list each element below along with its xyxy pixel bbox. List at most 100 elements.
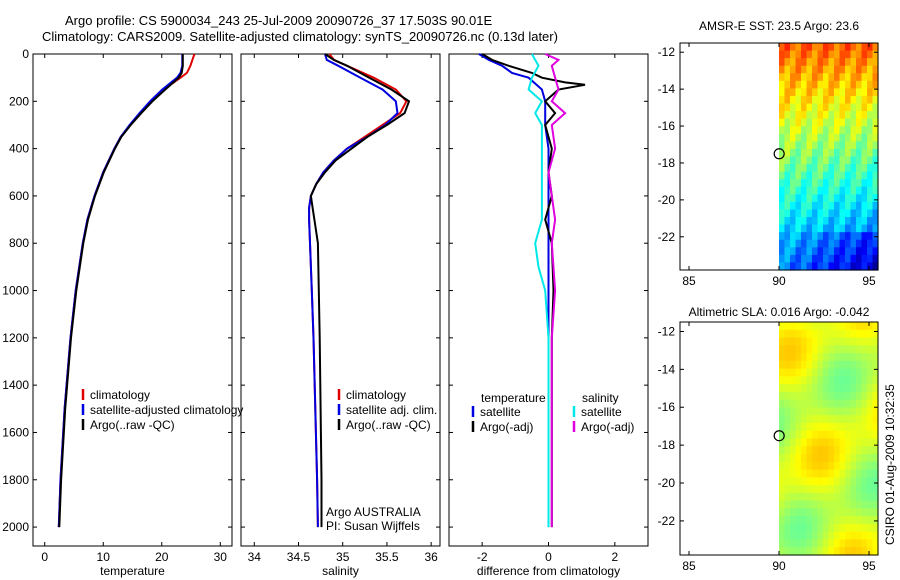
map-grid-cell xyxy=(834,65,841,74)
map-grid-cell xyxy=(812,407,819,416)
map-grid-cell xyxy=(790,111,797,120)
map-grid-cell xyxy=(790,179,797,188)
map-grid-cell xyxy=(823,186,830,195)
map-grid-cell xyxy=(812,209,819,218)
map-grid-cell xyxy=(845,422,852,432)
map-grid-cell xyxy=(784,438,791,447)
map-grid-cell xyxy=(839,430,846,440)
map-grid-cell xyxy=(834,179,841,188)
map-grid-cell xyxy=(856,422,863,432)
map-grid-cell xyxy=(812,126,819,135)
map-grid-cell xyxy=(845,156,852,165)
map-grid-cell xyxy=(823,224,830,233)
map-grid-cell xyxy=(779,399,786,409)
map-grid-cell xyxy=(795,508,802,517)
map-grid-cell xyxy=(812,111,819,120)
map-grid-cell xyxy=(872,539,879,548)
map-grid-cell xyxy=(828,337,835,346)
map-grid-cell xyxy=(817,126,824,135)
map-grid-cell xyxy=(812,88,819,97)
map-grid-cell xyxy=(872,111,879,120)
map-grid-cell xyxy=(834,232,841,241)
map-grid-cell xyxy=(817,262,824,271)
map-grid-cell xyxy=(828,454,835,463)
map-grid-cell xyxy=(861,407,868,416)
map-grid-cell xyxy=(823,454,830,463)
map-grid-cell xyxy=(806,384,813,393)
map-grid-cell xyxy=(790,247,797,256)
x-tick-label: 34.5 xyxy=(287,550,311,564)
map-grid-cell xyxy=(817,523,824,533)
map-grid-cell xyxy=(872,469,879,478)
map-grid-cell xyxy=(817,384,824,393)
map-grid-cell xyxy=(812,65,819,74)
map-grid-cell xyxy=(839,194,846,203)
map-grid-cell xyxy=(834,353,841,362)
map-grid-cell xyxy=(812,164,819,173)
map-grid-cell xyxy=(850,209,857,218)
map-grid-cell xyxy=(861,118,868,127)
map-grid-cell xyxy=(834,141,841,150)
map-grid-cell xyxy=(872,262,879,271)
map-grid-cell xyxy=(812,415,819,424)
map-grid-cell xyxy=(779,80,786,89)
map-grid-cell xyxy=(834,126,841,135)
map-grid-cell xyxy=(834,523,841,533)
map-grid-cell xyxy=(817,194,824,203)
map-grid-cell xyxy=(812,133,819,142)
map-grid-cell xyxy=(839,337,846,346)
map-grid-cell xyxy=(795,103,802,112)
map-grid-cell xyxy=(806,500,813,509)
map-grid-cell xyxy=(795,194,802,203)
map-grid-cell xyxy=(790,508,797,517)
map-grid-cell xyxy=(812,201,819,211)
map-grid-cell xyxy=(861,430,868,440)
map-grid-cell xyxy=(834,209,841,218)
map-grid-cell xyxy=(779,201,786,211)
map-grid-cell xyxy=(806,148,813,158)
map-grid-cell xyxy=(817,500,824,509)
map-grid-cell xyxy=(806,430,813,440)
map-grid-cell xyxy=(823,485,830,494)
map-grid-cell xyxy=(812,438,819,447)
map-grid-cell xyxy=(784,126,791,135)
map-grid-cell xyxy=(839,399,846,409)
map-grid-cell xyxy=(845,201,852,211)
map-grid-cell xyxy=(834,438,841,447)
series-line xyxy=(308,53,408,528)
map-grid-cell xyxy=(812,531,819,541)
map-grid-cell xyxy=(790,438,797,447)
map-grid-cell xyxy=(839,461,846,471)
map-grid-cell xyxy=(823,156,830,165)
map-grid-cell xyxy=(845,224,852,233)
map-grid-cell xyxy=(784,88,791,97)
map-grid-cell xyxy=(823,477,830,486)
map-grid-cell xyxy=(790,523,797,533)
map-grid-cell xyxy=(812,95,819,105)
map-grid-cell xyxy=(828,376,835,385)
map-grid-cell xyxy=(795,126,802,135)
map-grid-cell xyxy=(806,353,813,362)
map-grid-cell xyxy=(806,368,813,377)
map-grid-cell xyxy=(779,239,786,248)
map-grid-cell xyxy=(872,461,879,471)
map-grid-cell xyxy=(845,88,852,97)
map-grid-cell xyxy=(817,58,824,67)
map-grid-cell xyxy=(784,217,791,226)
map-grid-cell xyxy=(856,500,863,509)
map-grid-cell xyxy=(867,485,874,494)
map-grid-cell xyxy=(828,422,835,432)
map-grid-cell xyxy=(801,461,808,471)
map-grid-cell xyxy=(872,523,879,533)
map-grid-cell xyxy=(867,353,874,362)
map-grid-cell xyxy=(779,224,786,233)
map-grid-cell xyxy=(801,126,808,135)
map-grid-cell xyxy=(850,454,857,463)
map-grid-cell xyxy=(867,254,874,264)
map-grid-cell xyxy=(850,73,857,82)
map-grid-cell xyxy=(850,95,857,105)
map-grid-cell xyxy=(801,523,808,533)
map-grid-cell xyxy=(795,171,802,180)
x-axis-label: salinity xyxy=(322,564,359,578)
map-grid-cell xyxy=(834,376,841,385)
